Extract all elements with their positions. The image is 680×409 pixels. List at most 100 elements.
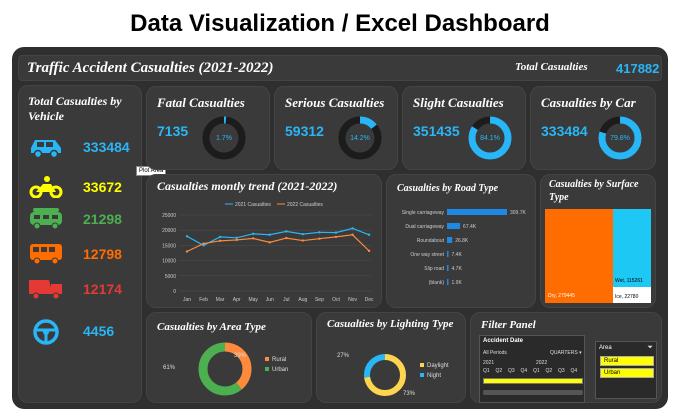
vehicle-value: 33672	[83, 179, 122, 195]
data-point	[301, 239, 305, 242]
vehicle-row: 4456	[27, 318, 145, 348]
quarter-label[interactable]: Q1	[483, 368, 490, 374]
quarter-label[interactable]: Q4	[520, 368, 528, 374]
kpi-donut: 14.2%	[337, 115, 383, 166]
bar	[447, 209, 507, 215]
data-point	[367, 249, 371, 253]
bar	[447, 265, 449, 271]
area-legend: Rural Urban	[265, 357, 288, 373]
bar-value-label: 4.7K	[452, 266, 463, 272]
x-tick-label: Feb	[199, 297, 208, 303]
filter-panel: Filter Panel Accident Date All Periods Q…	[470, 312, 662, 403]
kpi-car-card: Casualties by Car 333484 79.8%	[530, 86, 656, 170]
y-tick-label: 20000	[162, 228, 176, 234]
surface-wet-cell: Wet, 115261	[613, 209, 651, 287]
lighting-title: Casualties by Lighting Type	[327, 318, 454, 330]
quarter-label[interactable]: Q4	[570, 368, 578, 374]
lighting-donut	[364, 354, 406, 396]
quarter-label[interactable]: Q3	[558, 368, 565, 374]
vehicle-row: 21298	[27, 206, 145, 236]
series-line	[186, 234, 370, 253]
kpi-arc	[202, 116, 246, 160]
surface-dry-label: Dry, 279445	[548, 293, 575, 299]
slicer-item-urban[interactable]: Urban	[600, 368, 654, 378]
bar	[447, 223, 461, 229]
van-icon	[27, 241, 65, 267]
x-tick-label: Nov	[348, 297, 357, 303]
car-icon	[27, 134, 65, 160]
total-label: Total Casualties	[515, 61, 588, 73]
y-tick-label: 10000	[162, 259, 176, 265]
category-label: Single carriageway	[402, 210, 445, 216]
kpi-arc	[338, 116, 382, 160]
kpi-fatal-card: Fatal Casualties 7135 1.7%	[146, 86, 270, 170]
data-point	[334, 235, 338, 239]
quarter-label[interactable]: Q2	[545, 368, 553, 374]
bar	[447, 251, 449, 257]
kpi-value: 351435	[413, 123, 460, 139]
road-title: Casualties by Road Type	[397, 183, 499, 194]
category-label: Roundabout	[417, 238, 445, 244]
data-point	[218, 235, 222, 239]
banner-title: Traffic Accident Casualties (2021-2022)	[27, 60, 274, 76]
data-point	[334, 231, 338, 234]
lighting-pct-night: 27%	[337, 353, 350, 359]
date-slicer-label: Accident Date	[483, 338, 524, 344]
data-point	[235, 238, 238, 242]
vehicle-row: 12174	[27, 276, 145, 306]
bar-value-label: 1.9K	[452, 280, 463, 286]
year-2021: 2021	[483, 360, 495, 366]
legend-item-rural: Rural	[265, 357, 288, 363]
quarter-label[interactable]: Q1	[533, 368, 540, 374]
kpi-donut: 84.1%	[467, 115, 513, 166]
legend-label: Night	[427, 373, 442, 379]
kpi-value: 7135	[157, 123, 189, 139]
banner: Traffic Accident Casualties (2021-2022) …	[18, 55, 662, 81]
quarter-row: Q1 Q2 Q3 Q4 Q1 Q2 Q3 Q4	[483, 368, 583, 376]
quarters-dropdown[interactable]: QUARTERS ▾	[550, 350, 582, 356]
kpi-title: Casualties by Car	[541, 95, 636, 110]
y-tick-label: 0	[173, 289, 176, 295]
kpi-donut: 1.7%	[201, 115, 247, 166]
trend-card: Casualties montly trend (2021-2022) 2021…	[146, 174, 382, 308]
area-slicer-label: Area	[599, 345, 612, 351]
legend-label: Rural	[272, 357, 287, 363]
filter-title: Filter Panel	[481, 319, 536, 331]
kpi-title: Slight Casualties	[413, 95, 504, 110]
timeline-bar[interactable]	[483, 378, 583, 384]
data-point	[185, 250, 189, 253]
kpi-value: 59312	[285, 123, 324, 139]
lighting-legend: Daylight Night	[420, 363, 449, 379]
data-point	[285, 236, 288, 240]
data-point	[218, 239, 222, 243]
road-chart: Single carriageway 309.7K Dual carriageway…	[402, 209, 527, 286]
data-point	[202, 242, 205, 245]
motorcycle-icon	[27, 174, 65, 200]
quarter-label[interactable]: Q2	[495, 368, 503, 374]
vehicle-title: Total Casualties by Vehicle	[28, 94, 122, 123]
vehicle-row: 33672	[27, 174, 145, 204]
timeline-scrollbar[interactable]	[483, 390, 583, 395]
date-slicer[interactable]: Accident Date All Periods QUARTERS ▾ 202…	[479, 335, 585, 403]
data-point	[268, 241, 271, 244]
bar	[447, 237, 453, 243]
road-card: Casualties by Road Type Single carriagew…	[386, 174, 536, 308]
kpi-arc	[598, 116, 642, 160]
trend-chart: 2021 Casualties 2022 Casualties 0 5000 10000…	[162, 202, 374, 303]
clear-filter-icon[interactable]: ⏷	[647, 344, 653, 351]
area-slicer-list: Rural Urban	[600, 356, 654, 380]
data-point	[185, 235, 189, 238]
vehicle-card: Total Casualties by Vehicle 333484 33672 2…	[18, 85, 142, 403]
area-pct-urban: 61%	[163, 365, 176, 371]
area-pct-rural: 39%	[234, 353, 247, 359]
category-label: Slip road	[424, 266, 444, 272]
bar	[447, 279, 449, 285]
legend-item-daylight: Daylight	[420, 363, 449, 369]
surface-dry-cell: Dry, 279445	[545, 209, 613, 303]
slicer-item-rural[interactable]: Rural	[600, 356, 654, 366]
quarter-label[interactable]: Q3	[508, 368, 515, 374]
bus-icon	[27, 206, 65, 232]
legend-label: Urban	[272, 367, 289, 373]
legend-label: Daylight	[427, 363, 449, 369]
area-slicer[interactable]: Area ⏷ Rural Urban	[595, 341, 657, 399]
